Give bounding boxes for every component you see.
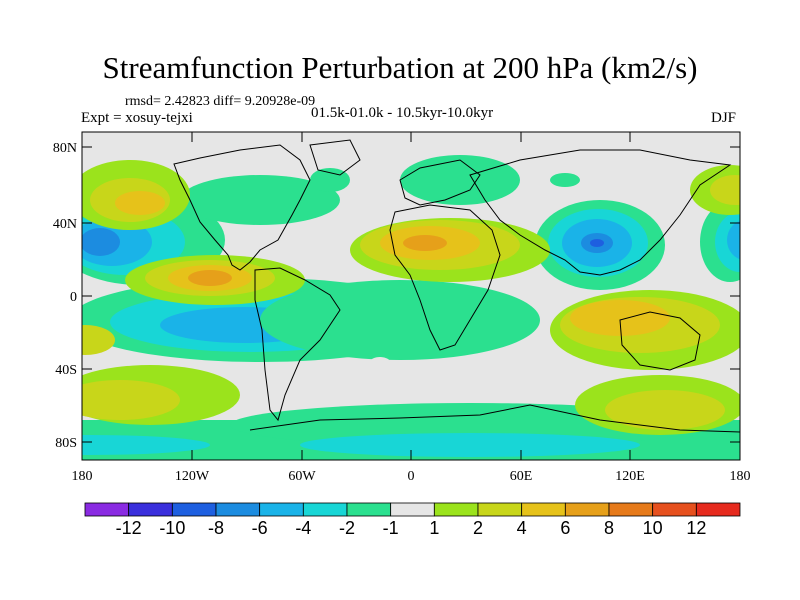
colorbar-label: -6 (252, 518, 268, 538)
colorbar-swatch (171, 502, 217, 517)
colorbar-label: 10 (643, 518, 663, 538)
colorbar-label: -2 (339, 518, 355, 538)
lat-label: 40S (55, 363, 77, 378)
period-label: 01.5k-01.0k - 10.5kyr-10.0kyr (311, 105, 494, 121)
colorbar-swatch (608, 502, 654, 517)
colorbar-swatch (128, 502, 173, 517)
colorbar-label: -8 (208, 518, 224, 538)
colorbar-label: 4 (517, 518, 527, 538)
colorbar-swatch (84, 502, 130, 517)
colorbar-labels: -12 -10 -8 -6 -4 -2 -1 1 2 4 6 8 10 12 (116, 518, 707, 538)
coast-australia (619, 311, 701, 371)
colorbar-swatch (215, 502, 261, 517)
lon-label: 60E (510, 469, 533, 484)
lon-label: 180 (730, 469, 751, 484)
lon-label: 120W (175, 469, 210, 484)
lon-label: 180 (72, 469, 93, 484)
stats-text: rmsd= 2.42823 diff= 9.20928e-09 (125, 94, 316, 109)
colorbar-label: 8 (604, 518, 614, 538)
colorbar-swatch (433, 502, 479, 517)
lat-labels: 80N 40N 0 40S 80S (53, 141, 77, 451)
colorbar-swatch (564, 502, 610, 517)
colorbar-swatch (477, 502, 523, 517)
colorbar-swatch (521, 502, 566, 517)
colorbar-label: 2 (473, 518, 483, 538)
colorbar-label: 1 (429, 518, 439, 538)
contour-field (82, 132, 740, 460)
lon-labels: 180 120W 60W 0 60E 120E 180 (72, 469, 751, 484)
coast-africa (389, 204, 501, 351)
colorbar-swatch (695, 502, 741, 517)
expt-label: Expt = xosuy-tejxi (81, 110, 193, 126)
coast-south-america (254, 267, 341, 422)
lon-label: 0 (408, 469, 415, 484)
season-label: DJF (711, 110, 737, 126)
page-title: Streamfunction Perturbation at 200 hPa (… (102, 50, 698, 85)
colorbar-label: -10 (159, 518, 185, 538)
coast-greenland (309, 139, 361, 176)
colorbar-label: -4 (295, 518, 311, 538)
colorbar-swatch (652, 502, 697, 517)
axis-ticks (81, 132, 741, 460)
lat-label: 0 (70, 290, 77, 305)
lat-label: 80S (55, 436, 77, 451)
colorbar-swatch (390, 502, 435, 517)
colorbar-swatch (346, 502, 392, 517)
positive-contours (82, 160, 740, 435)
coast-north-america (173, 144, 311, 271)
lat-label: 80N (53, 141, 77, 156)
colorbar-swatch (259, 502, 304, 517)
coast-europe (399, 159, 481, 206)
colorbar-label: -12 (116, 518, 142, 538)
colorbar-label: 6 (560, 518, 570, 538)
lon-label: 120E (615, 469, 645, 484)
coast-antarctica (249, 404, 740, 433)
colorbar-label: 12 (686, 518, 706, 538)
coastlines (173, 139, 740, 433)
colorbar-swatch (302, 502, 348, 517)
colorbar (84, 502, 741, 517)
colorbar-label: -1 (383, 518, 399, 538)
lat-label: 40N (53, 217, 77, 232)
lon-label: 60W (288, 469, 316, 484)
coast-asia (469, 149, 732, 276)
